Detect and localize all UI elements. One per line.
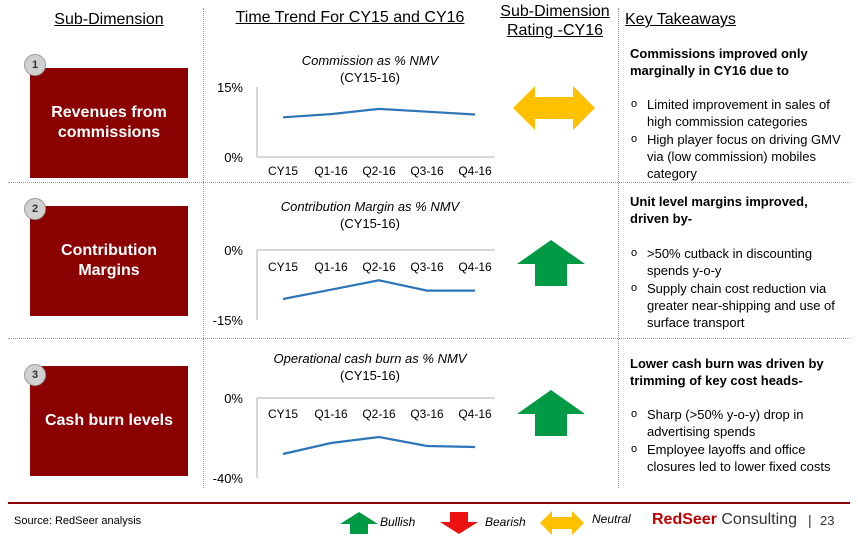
dimension-box-contribution: Contribution Margins bbox=[30, 206, 188, 316]
header-key-takeaways: Key Takeaways bbox=[625, 11, 736, 28]
source-note: Source: RedSeer analysis bbox=[14, 515, 142, 527]
x-tick-label: Q2-16 bbox=[362, 407, 396, 421]
series-line bbox=[282, 279, 475, 301]
header-rating-line1: Sub-Dimension bbox=[500, 3, 610, 20]
dimension-label: commissions bbox=[57, 124, 161, 141]
row-number-badge: 3 bbox=[24, 364, 46, 386]
page-number: 23 bbox=[820, 513, 835, 528]
legend-bullish-label: Bullish bbox=[380, 515, 416, 529]
y-tick-label: 15% bbox=[217, 80, 243, 95]
takeaway-bullets: Sharp (>50% y-o-y) drop in advertising s… bbox=[630, 406, 850, 476]
row-number-badge: 1 bbox=[24, 54, 46, 76]
chart-title-line2: (CY15-16) bbox=[340, 216, 400, 231]
bearish-legend-icon bbox=[440, 512, 478, 534]
x-tick-label: Q3-16 bbox=[410, 407, 444, 421]
x-tick-label: CY15 bbox=[268, 407, 298, 421]
x-tick-label: Q4-16 bbox=[458, 260, 492, 274]
row-number-badge: 2 bbox=[24, 198, 46, 220]
chart-title-line1: Contribution Margin as % NMV bbox=[280, 199, 460, 214]
column-divider bbox=[203, 8, 204, 488]
dimension-box-cash-burn: Cash burn levels bbox=[30, 366, 188, 476]
column-divider bbox=[618, 8, 619, 488]
series-line bbox=[282, 107, 476, 119]
footer-rule bbox=[8, 502, 850, 504]
dimension-label: Cash burn levels bbox=[44, 412, 174, 429]
bullish-arrow-icon bbox=[517, 240, 585, 286]
x-tick-label: Q4-16 bbox=[458, 164, 492, 178]
dimension-label: Revenues from bbox=[51, 104, 167, 121]
footer-separator: | bbox=[808, 512, 812, 528]
x-tick-label: Q1-16 bbox=[314, 164, 348, 178]
dimension-label: Margins bbox=[78, 262, 140, 279]
brand-red: RedSeer bbox=[652, 511, 717, 528]
takeaway-bullet: Sharp (>50% y-o-y) drop in advertising s… bbox=[630, 406, 850, 440]
bullish-legend-icon bbox=[340, 512, 378, 534]
bullish-arrow-icon bbox=[517, 390, 585, 436]
header-time-trend: Time Trend For CY15 and CY16 bbox=[235, 9, 465, 26]
x-tick-label: Q3-16 bbox=[410, 164, 444, 178]
x-tick-label: Q2-16 bbox=[362, 260, 396, 274]
row-divider bbox=[8, 182, 850, 183]
series-line bbox=[282, 435, 476, 456]
chart-title: Operational cash burn as % NMV (CY15-16) bbox=[240, 350, 500, 384]
neutral-arrow-icon bbox=[513, 86, 595, 130]
dimension-label: Contribution bbox=[61, 242, 157, 259]
legend-bearish-label: Bearish bbox=[485, 515, 526, 529]
takeaway-bullets: >50% cutback in discounting spends y-o-y… bbox=[630, 245, 850, 332]
y-tick-label: 0% bbox=[224, 150, 243, 165]
chart-contribution-margin: 0% -15% CY15 Q1-16 Q2-16 Q3-16 Q4-16 bbox=[213, 243, 495, 328]
brand-logo: RedSeer Consulting bbox=[652, 511, 797, 529]
takeaway-heading: Unit level margins improved, driven by- bbox=[630, 194, 808, 226]
takeaway-bullet: Limited improvement in sales of high com… bbox=[630, 96, 850, 130]
chart-title-line1: Operational cash burn as % NMV bbox=[273, 351, 467, 366]
chart-commission: 15% 0% CY15 Q1-16 Q2-16 Q3-16 Q4-16 bbox=[217, 80, 495, 178]
takeaway-bullet: Employee layoffs and office closures led… bbox=[630, 441, 850, 475]
x-tick-label: Q3-16 bbox=[410, 260, 444, 274]
header-sub-dimension: Sub-Dimension bbox=[54, 11, 164, 28]
takeaway-bullet: >50% cutback in discounting spends y-o-y bbox=[630, 245, 850, 279]
chart-title: Contribution Margin as % NMV (CY15-16) bbox=[240, 198, 500, 232]
row-divider bbox=[8, 338, 850, 339]
y-tick-label: -40% bbox=[213, 471, 244, 486]
chart-title-line2: (CY15-16) bbox=[340, 70, 400, 85]
dimension-box-revenues: Revenues from commissions bbox=[30, 68, 188, 178]
x-tick-label: Q1-16 bbox=[314, 407, 348, 421]
y-tick-label: 0% bbox=[224, 391, 243, 406]
takeaway-heading: Lower cash burn was driven by trimming o… bbox=[630, 356, 824, 388]
x-tick-label: Q2-16 bbox=[362, 164, 396, 178]
x-tick-label: Q1-16 bbox=[314, 260, 348, 274]
y-tick-label: 0% bbox=[224, 243, 243, 258]
takeaway-bullet: Supply chain cost reduction via greater … bbox=[630, 280, 850, 331]
chart-title-line1: Commission as % NMV bbox=[301, 53, 439, 68]
header-rating-line2: Rating -CY16 bbox=[506, 22, 604, 39]
chart-title: Commission as % NMV (CY15-16) bbox=[240, 52, 500, 86]
neutral-legend-icon bbox=[540, 511, 584, 535]
y-tick-label: -15% bbox=[213, 313, 244, 328]
brand-rest: Consulting bbox=[716, 511, 797, 528]
takeaway-heading: Commissions improved only marginally in … bbox=[630, 46, 808, 78]
chart-title-line2: (CY15-16) bbox=[340, 368, 400, 383]
takeaway-bullets: Limited improvement in sales of high com… bbox=[630, 96, 850, 183]
takeaway-bullet: High player focus on driving GMV via (lo… bbox=[630, 131, 850, 182]
x-tick-label: CY15 bbox=[268, 164, 298, 178]
legend-neutral-label: Neutral bbox=[592, 512, 631, 526]
x-tick-label: CY15 bbox=[268, 260, 298, 274]
x-tick-label: Q4-16 bbox=[458, 407, 492, 421]
chart-cash-burn: 0% -40% CY15 Q1-16 Q2-16 Q3-16 Q4-16 bbox=[213, 391, 495, 486]
